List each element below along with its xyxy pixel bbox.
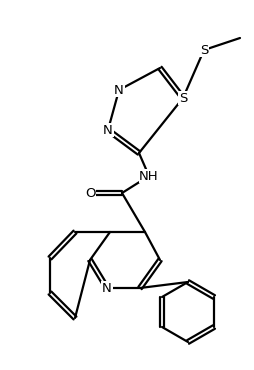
Text: S: S — [200, 44, 208, 57]
Text: NH: NH — [139, 169, 159, 182]
Text: N: N — [102, 282, 112, 295]
Text: N: N — [103, 124, 113, 137]
Text: N: N — [114, 84, 124, 97]
Text: S: S — [179, 91, 187, 104]
Text: O: O — [85, 186, 95, 199]
